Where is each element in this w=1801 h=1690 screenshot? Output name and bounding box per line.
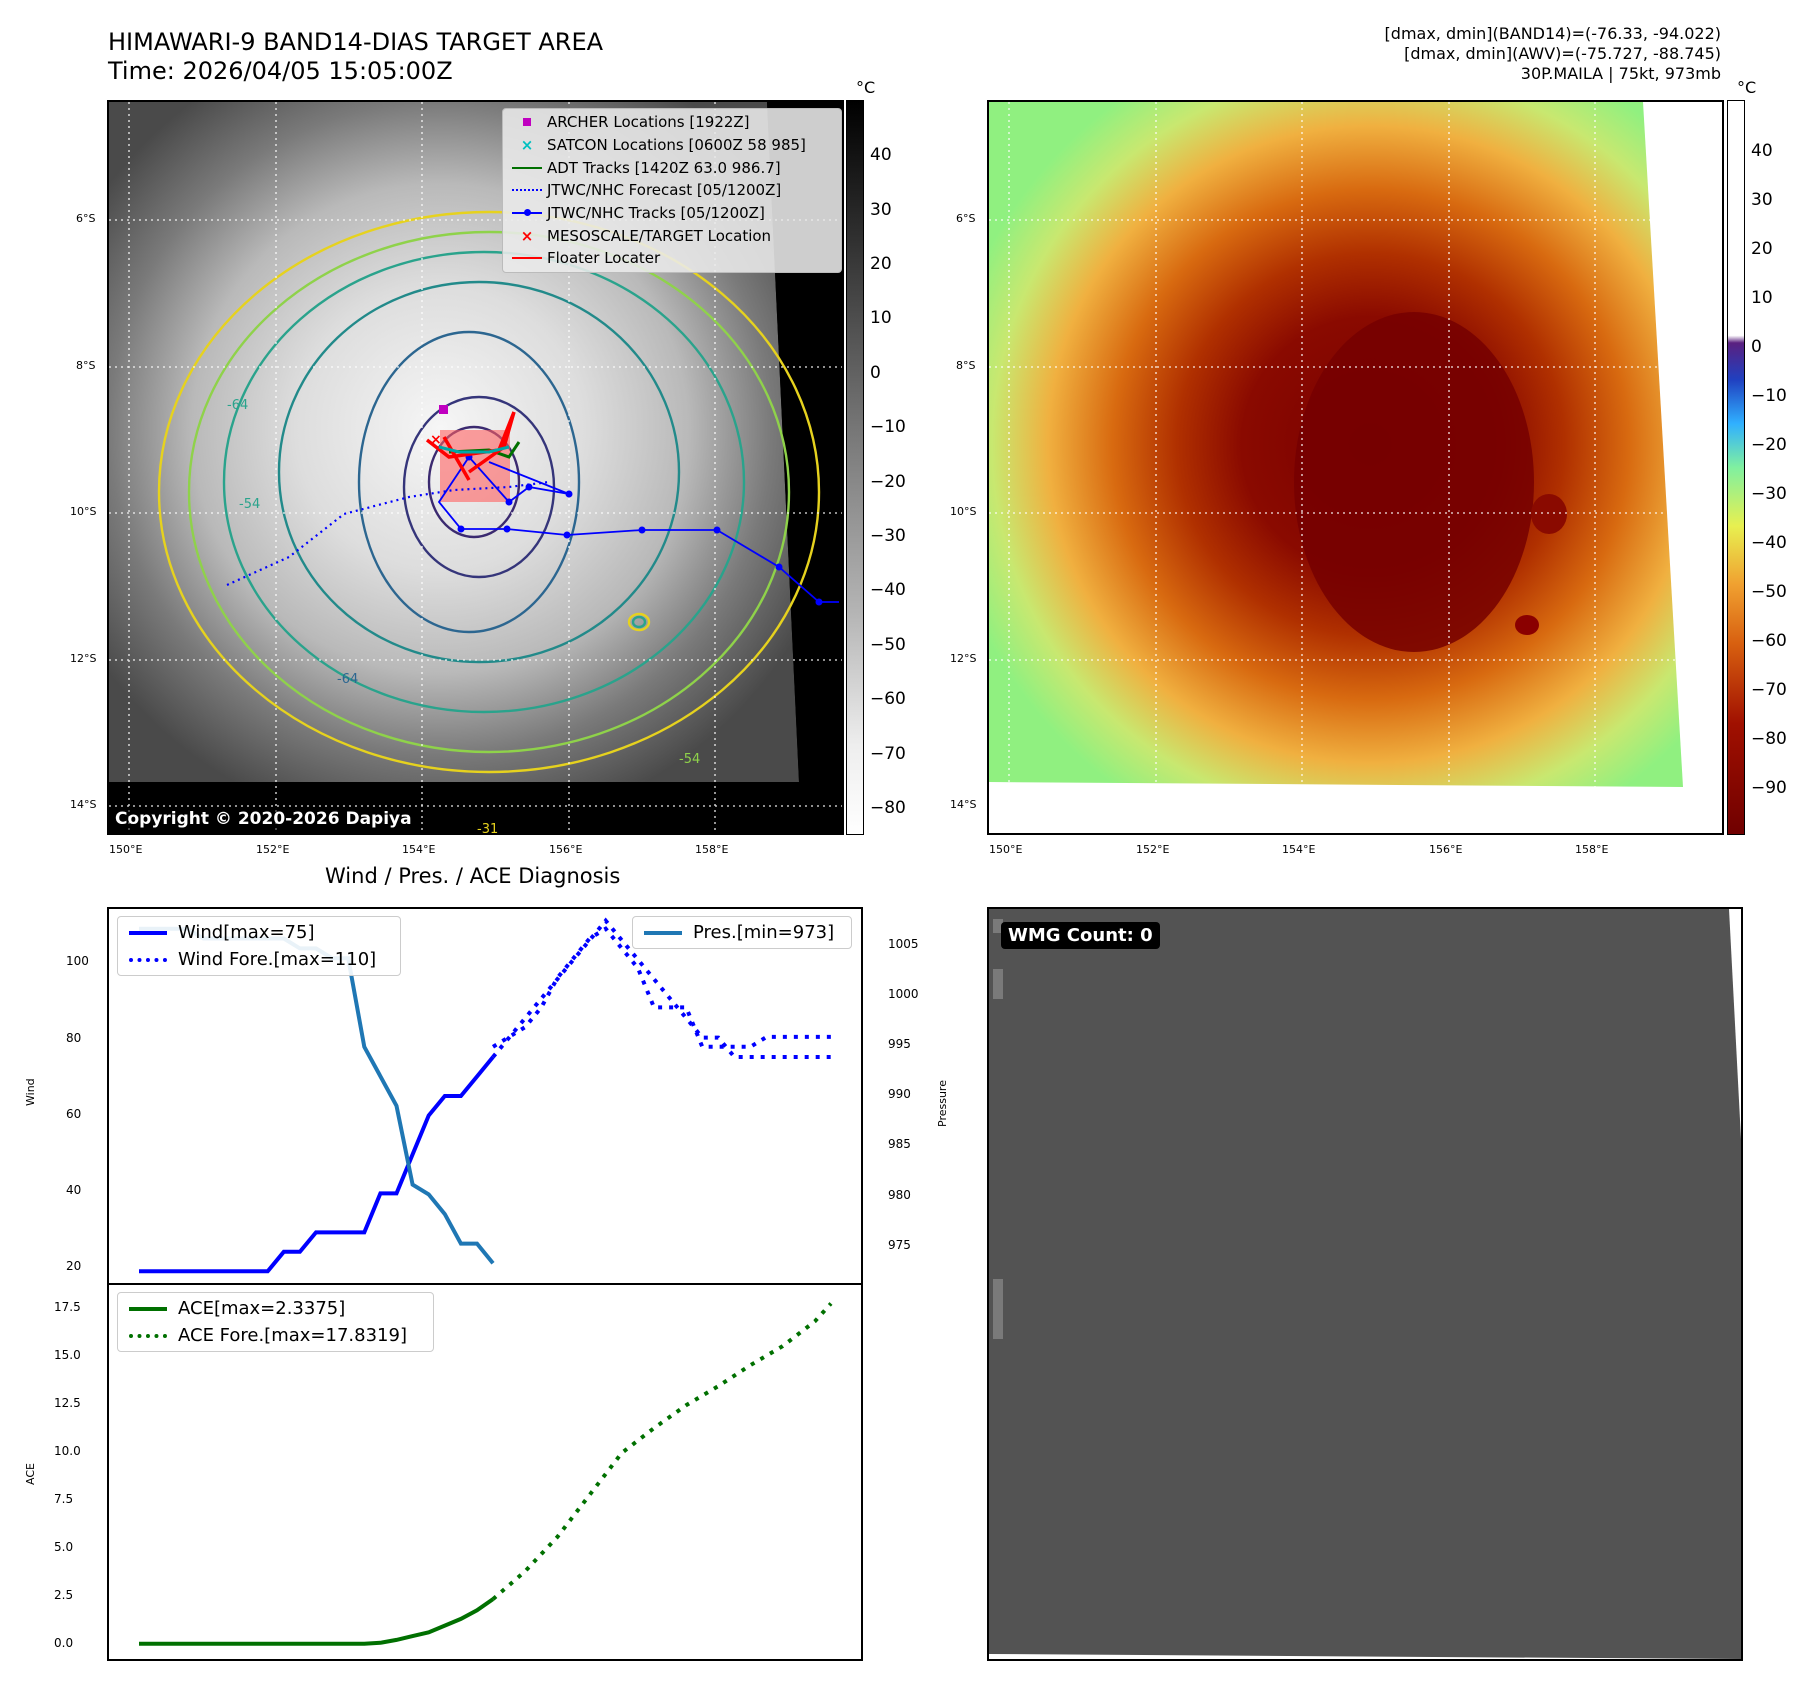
legend-ace-fore: ACE Fore.[max=17.8319] xyxy=(118,1322,433,1349)
legend-row-tracks: JTWC/NHC Tracks [05/1200Z] xyxy=(507,202,837,225)
meta-info: [dmax, dmin](BAND14)=(-76.33, -94.022) [… xyxy=(1385,24,1721,84)
contour-label-5: -54 xyxy=(679,752,701,767)
wind-forecast-line xyxy=(491,917,831,1059)
meta-line-3: 30P.MAILA | 75kt, 973mb xyxy=(1520,64,1721,83)
meta-line-2: [dmax, dmin](AWV)=(-75.727, -88.745) xyxy=(1404,44,1721,63)
title-line-1: HIMAWARI-9 BAND14-DIAS TARGET AREA xyxy=(108,28,604,56)
pressure-forecast-line xyxy=(491,926,831,1049)
ace-plot xyxy=(139,1302,833,1646)
pressure-axis-label: Pressure xyxy=(936,1080,949,1127)
contour-label-3: -31 xyxy=(477,822,499,835)
ace-series-line xyxy=(139,1597,495,1646)
ace-legend: ACE[max=2.3375] ACE Fore.[max=17.8319] xyxy=(117,1292,434,1352)
wmg-panel xyxy=(987,907,1743,1661)
map-legend: ARCHER Locations [1922Z] × SATCON Locatio… xyxy=(502,108,842,273)
right-colorbar-unit: °C xyxy=(1737,78,1757,97)
pressure-series-line xyxy=(139,926,495,1265)
legend-wind-fore: Wind Fore.[max=110] xyxy=(118,946,400,973)
wind-axis-label: Wind xyxy=(24,1078,37,1106)
awv-map-panel xyxy=(987,100,1724,835)
contour-label-2: -54 xyxy=(239,497,261,512)
chart-title: HIMAWARI-9 BAND14-DIAS TARGET AREA Time:… xyxy=(108,28,603,86)
ace-axis-label: ACE xyxy=(24,1463,37,1485)
title-line-2: Time: 2026/04/05 15:05:00Z xyxy=(108,57,453,85)
wmg-count-badge: WMG Count: 0 xyxy=(1001,922,1160,949)
left-colorbar-unit: °C xyxy=(856,78,876,97)
legend-row-forecast: JTWC/NHC Forecast [05/1200Z] xyxy=(507,179,837,202)
legend-row-adt: ADT Tracks [1420Z 63.0 986.7] xyxy=(507,156,837,179)
legend-row-satcon: × SATCON Locations [0600Z 58 985] xyxy=(520,136,806,155)
diagnosis-title: Wind / Pres. / ACE Diagnosis xyxy=(325,864,621,888)
pressure-legend: Pres.[min=973] xyxy=(632,916,852,949)
wind-series-line xyxy=(139,1055,495,1274)
contour-label-1: -64 xyxy=(227,398,249,413)
wmg-image xyxy=(989,909,1741,1659)
legend-wind: Wind[max=75] xyxy=(118,919,400,946)
meta-line-1: [dmax, dmin](BAND14)=(-76.33, -94.022) xyxy=(1384,24,1721,43)
left-colorbar xyxy=(846,100,864,835)
legend-row-mesoscale: × MESOSCALE/TARGET Location xyxy=(520,226,772,245)
right-colorbar xyxy=(1727,100,1745,835)
legend-row-archer: ARCHER Locations [1922Z] xyxy=(507,111,837,134)
svg-text:×: × xyxy=(430,432,442,448)
awv-map-image xyxy=(989,102,1722,833)
ace-forecast-line xyxy=(491,1302,833,1601)
copyright-text: Copyright © 2020-2026 Dapiya xyxy=(112,808,415,830)
legend-row-floater: Floater Locater xyxy=(507,247,837,270)
wind-legend: Wind[max=75] Wind Fore.[max=110] xyxy=(117,916,401,976)
legend-pressure: Pres.[min=973] xyxy=(633,919,851,946)
ace-panel xyxy=(107,1283,863,1661)
contour-label-4: -64 xyxy=(337,672,359,687)
legend-ace: ACE[max=2.3375] xyxy=(118,1295,433,1322)
